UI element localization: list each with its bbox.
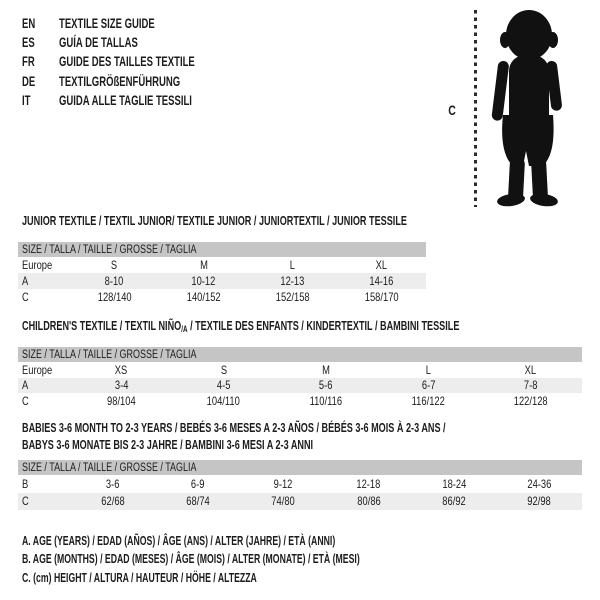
table-cell: S	[111, 258, 118, 272]
size-header-label: SIZE / TALLA / TAILLE / GRÖSSE / TAGLIA	[22, 461, 197, 474]
table-row: A 8-10 10-12 12-13 14-16	[18, 273, 426, 289]
table-cell: XL	[375, 258, 388, 272]
table-cell: 74/80	[271, 494, 296, 509]
table-cell: 8-10	[105, 274, 124, 288]
table-cell: 80/86	[356, 494, 381, 509]
language-code: FR	[22, 53, 35, 70]
table-cell: 122/128	[513, 393, 548, 408]
table-cell: L	[425, 362, 432, 377]
size-header-bar: SIZE / TALLA / TAILLE / GRÖSSE / TAGLIA	[18, 347, 582, 362]
table-cell: 104/110	[207, 393, 241, 408]
language-code: IT	[22, 92, 31, 109]
table-cell: 68/74	[186, 494, 210, 509]
table-cell: M	[199, 258, 208, 272]
row-label: C	[22, 393, 29, 408]
section-title-babies: BABIES 3-6 MONTH TO 2-3 YEARS / BEBÉS 3-…	[22, 420, 446, 452]
table-row: A 3-4 4-5 5-6 6-7 7-8	[18, 377, 582, 393]
table-cell: 98/104	[106, 393, 136, 408]
language-title: GUIDE DES TAILLES TEXTILE	[59, 53, 195, 70]
table-cell: 140/152	[186, 290, 221, 304]
table-cell: 18-24	[442, 476, 466, 491]
table-row: Europe S M L XL	[18, 257, 426, 273]
table-cell: 14-16	[369, 274, 394, 288]
table-row: C 62/68 68/74 74/80 80/86 86/92 92/98	[18, 492, 582, 510]
nino-a-subscript: /A	[181, 324, 188, 334]
table-cell: 3-6	[105, 476, 120, 491]
language-list: EN TEXTILE SIZE GUIDE ES GUÍA DE TALLAS …	[22, 13, 259, 110]
table-row: C 128/140 140/152 152/158 158/170	[18, 289, 426, 305]
footnote-line-c: C. (cm) HEIGHT / ALTURA / HAUTEUR / HÖHE…	[22, 569, 257, 585]
language-title: TEXTILGRÖßENFÜHRUNG	[59, 72, 181, 89]
size-header-bar: SIZE / TALLA / TAILLE / GRÖSSE / TAGLIA	[18, 242, 426, 257]
table-cell: 4-5	[216, 378, 231, 393]
language-title: GUIDA ALLE TAGLIE TESSILI	[59, 92, 192, 109]
table-cell: XL	[525, 362, 537, 377]
row-label: Europe	[22, 258, 53, 272]
table-cell: 86/92	[442, 494, 466, 509]
language-row: IT GUIDA ALLE TAGLIE TESSILI	[22, 91, 259, 110]
table-cell: 10-12	[191, 274, 216, 288]
table-cell: 7-8	[524, 378, 538, 393]
language-title: GUÍA DE TALLAS	[59, 34, 138, 51]
table-cell: 6-9	[191, 476, 205, 491]
language-code: DE	[22, 72, 36, 89]
table-cell: 158/170	[364, 290, 399, 304]
table-cell: 9-12	[273, 476, 293, 491]
size-header-label: SIZE / TALLA / TAILLE / GRÖSSE / TAGLIA	[22, 243, 197, 256]
table-cell: 116/122	[411, 393, 445, 408]
row-label: B	[22, 476, 29, 491]
table-cell: L	[289, 258, 296, 272]
table-row: C 98/104 104/110 110/116 116/122 122/128	[18, 393, 582, 409]
language-code: EN	[22, 14, 36, 31]
row-label: C	[22, 494, 29, 509]
size-header-bar: SIZE / TALLA / TAILLE / GRÖSSE / TAGLIA	[18, 460, 582, 475]
height-label: C	[448, 102, 456, 118]
table-cell: 5-6	[319, 378, 333, 393]
table-row: Europe XS S M L XL	[18, 362, 582, 378]
table-cell: 110/116	[309, 393, 343, 408]
children-size-table: SIZE / TALLA / TAILLE / GRÖSSE / TAGLIA …	[18, 347, 582, 409]
table-row: B 3-6 6-9 9-12 12-18 18-24 24-36	[18, 475, 582, 493]
size-header-label: SIZE / TALLA / TAILLE / GRÖSSE / TAGLIA	[22, 348, 197, 361]
language-title: TEXTILE SIZE GUIDE	[59, 14, 155, 31]
table-cell: 12-13	[280, 274, 305, 288]
table-cell: 128/140	[97, 290, 132, 304]
language-code: ES	[22, 34, 35, 51]
table-cell: 24-36	[527, 476, 552, 491]
row-label: A	[22, 378, 29, 393]
table-cell: 12-18	[356, 476, 381, 491]
row-label: Europe	[22, 362, 53, 377]
table-cell: 6-7	[421, 378, 436, 393]
language-row: EN TEXTILE SIZE GUIDE	[22, 13, 259, 32]
table-cell: S	[220, 362, 227, 377]
junior-size-table: SIZE / TALLA / TAILLE / GRÖSSE / TAGLIA …	[18, 242, 426, 305]
table-cell: M	[322, 362, 330, 377]
table-cell: 152/158	[275, 290, 310, 304]
language-row: FR GUIDE DES TAILLES TEXTILE	[22, 52, 259, 71]
table-cell: 3-4	[114, 378, 128, 393]
table-cell: XS	[114, 362, 128, 377]
footnote-line-a: A. AGE (YEARS) / EDAD (AÑOS) / ÂGE (ANS)…	[22, 533, 336, 548]
height-measure-line	[474, 10, 477, 207]
language-row: ES GUÍA DE TALLAS	[22, 32, 259, 51]
footnote-line-b: B. AGE (MONTHS) / EDAD (MESES) / ÂGE (MO…	[22, 551, 360, 567]
footnotes: A. AGE (YEARS) / EDAD (AÑOS) / ÂGE (ANS)…	[22, 533, 526, 588]
table-cell: 92/98	[527, 494, 552, 509]
language-row: DE TEXTILGRÖßENFÜHRUNG	[22, 71, 259, 90]
row-label: A	[22, 274, 29, 288]
row-label: C	[22, 290, 29, 304]
babies-size-table: SIZE / TALLA / TAILLE / GRÖSSE / TAGLIA …	[18, 460, 582, 510]
table-cell: 62/68	[100, 494, 125, 509]
section-title-children: CHILDREN'S TEXTILE / TEXTIL NIÑO/A / TEX…	[22, 318, 460, 334]
section-title-junior: JUNIOR TEXTILE / TEXTIL JUNIOR/ TEXTILE …	[22, 213, 407, 228]
toddler-silhouette-icon	[491, 10, 562, 207]
